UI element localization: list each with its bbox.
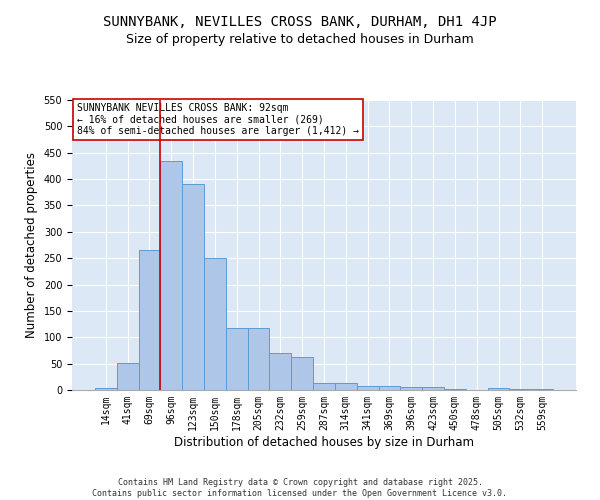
Bar (117, 362, 139, 390)
Bar (488, 388, 509, 390)
Text: Size of property relative to detached houses in Durham: Size of property relative to detached ho… (126, 32, 474, 46)
Bar (422, 388, 444, 390)
Bar (95, 388, 117, 390)
Bar (226, 328, 248, 390)
Bar (248, 328, 269, 390)
Bar (400, 387, 422, 390)
Bar (182, 184, 204, 390)
Bar (160, 160, 182, 390)
Bar (335, 383, 357, 390)
Y-axis label: Number of detached properties: Number of detached properties (25, 152, 38, 338)
Bar (139, 250, 160, 390)
Bar (379, 386, 400, 390)
Bar (357, 386, 379, 390)
Bar (269, 353, 291, 390)
Bar (204, 258, 226, 390)
Bar (313, 383, 335, 390)
Text: SUNNYBANK, NEVILLES CROSS BANK, DURHAM, DH1 4JP: SUNNYBANK, NEVILLES CROSS BANK, DURHAM, … (103, 15, 497, 29)
X-axis label: Distribution of detached houses by size in Durham: Distribution of detached houses by size … (174, 436, 474, 448)
Text: Contains HM Land Registry data © Crown copyright and database right 2025.
Contai: Contains HM Land Registry data © Crown c… (92, 478, 508, 498)
Text: SUNNYBANK NEVILLES CROSS BANK: 92sqm
← 16% of detached houses are smaller (269)
: SUNNYBANK NEVILLES CROSS BANK: 92sqm ← 1… (77, 103, 359, 136)
Bar (291, 358, 313, 390)
Bar (531, 389, 553, 390)
